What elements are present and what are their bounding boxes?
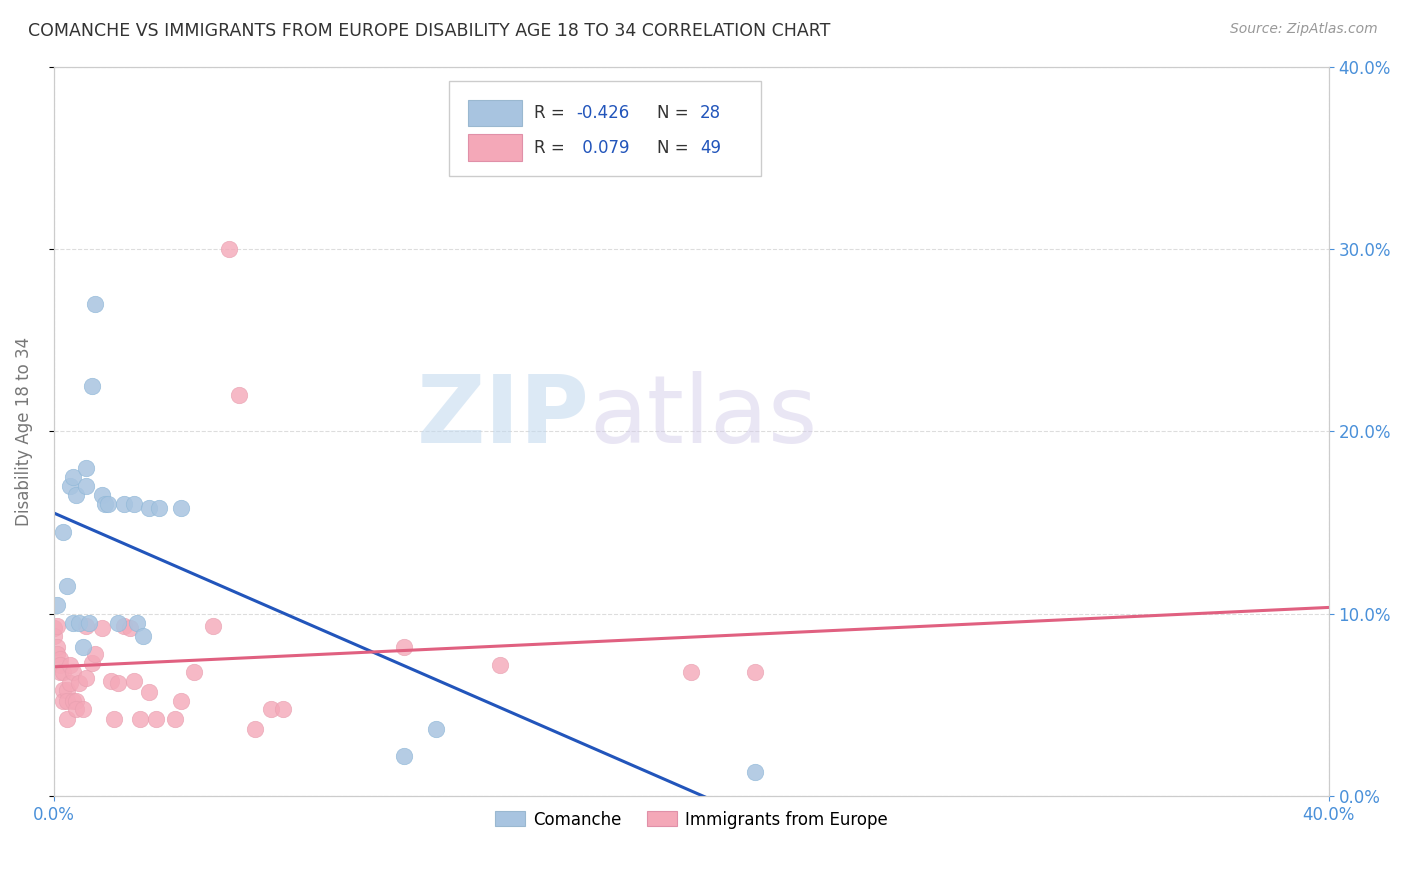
- Point: [112, 497, 135, 511]
- Text: COMANCHE VS IMMIGRANTS FROM EUROPE DISABILITY AGE 18 TO 34 CORRELATION CHART: COMANCHE VS IMMIGRANTS FROM EUROPE DISAB…: [28, 22, 831, 40]
- Point: [744, 765, 766, 780]
- Point: [49, 652, 72, 666]
- Point: [46, 598, 69, 612]
- Point: [132, 629, 155, 643]
- Point: [394, 640, 416, 654]
- Point: [59, 479, 82, 493]
- Point: [55, 579, 77, 593]
- Point: [138, 500, 160, 515]
- Point: [202, 619, 225, 633]
- Point: [62, 665, 84, 679]
- Point: [112, 619, 135, 633]
- Point: [84, 296, 107, 310]
- Point: [183, 665, 205, 679]
- Point: [125, 615, 148, 630]
- Point: [489, 657, 512, 672]
- Text: 28: 28: [700, 104, 721, 122]
- Point: [75, 619, 97, 633]
- Point: [55, 683, 77, 698]
- Text: R =: R =: [534, 138, 571, 157]
- Point: [80, 656, 103, 670]
- Point: [59, 657, 82, 672]
- Point: [49, 657, 72, 672]
- FancyBboxPatch shape: [449, 81, 762, 176]
- Point: [744, 665, 766, 679]
- Point: [100, 674, 122, 689]
- Legend: Comanche, Immigrants from Europe: Comanche, Immigrants from Europe: [488, 804, 894, 835]
- Text: -0.426: -0.426: [576, 104, 630, 122]
- Point: [62, 470, 84, 484]
- Point: [65, 488, 87, 502]
- Text: N =: N =: [657, 138, 693, 157]
- Point: [97, 497, 120, 511]
- Point: [52, 694, 75, 708]
- Point: [122, 497, 145, 511]
- Point: [273, 701, 295, 715]
- Point: [67, 615, 90, 630]
- Text: atlas: atlas: [589, 371, 817, 463]
- Point: [46, 619, 69, 633]
- Point: [52, 665, 75, 679]
- Point: [52, 683, 75, 698]
- Point: [77, 615, 100, 630]
- Point: [55, 694, 77, 708]
- Point: [59, 676, 82, 690]
- Point: [122, 674, 145, 689]
- Point: [42, 629, 65, 643]
- Point: [148, 500, 170, 515]
- Point: [120, 621, 142, 635]
- FancyBboxPatch shape: [468, 135, 522, 161]
- Point: [218, 242, 240, 256]
- Point: [72, 701, 94, 715]
- Text: 0.079: 0.079: [576, 138, 628, 157]
- Point: [55, 713, 77, 727]
- Text: N =: N =: [657, 104, 693, 122]
- Point: [90, 621, 112, 635]
- Point: [80, 378, 103, 392]
- Point: [170, 694, 193, 708]
- Point: [84, 647, 107, 661]
- Text: 49: 49: [700, 138, 721, 157]
- Point: [145, 713, 167, 727]
- Point: [46, 647, 69, 661]
- Point: [42, 621, 65, 635]
- Point: [138, 685, 160, 699]
- Point: [103, 713, 125, 727]
- Point: [72, 640, 94, 654]
- Point: [394, 748, 416, 763]
- Point: [62, 615, 84, 630]
- Point: [65, 701, 87, 715]
- Point: [52, 524, 75, 539]
- Point: [75, 479, 97, 493]
- Point: [75, 460, 97, 475]
- Point: [46, 640, 69, 654]
- Text: R =: R =: [534, 104, 571, 122]
- Point: [90, 488, 112, 502]
- Point: [228, 388, 250, 402]
- FancyBboxPatch shape: [468, 100, 522, 127]
- Point: [163, 713, 186, 727]
- Point: [128, 713, 150, 727]
- Point: [49, 665, 72, 679]
- Point: [259, 701, 281, 715]
- Point: [107, 676, 129, 690]
- Text: Source: ZipAtlas.com: Source: ZipAtlas.com: [1230, 22, 1378, 37]
- Text: ZIP: ZIP: [416, 371, 589, 463]
- Point: [75, 671, 97, 685]
- Point: [62, 694, 84, 708]
- Point: [65, 694, 87, 708]
- Point: [243, 722, 266, 736]
- Point: [425, 722, 447, 736]
- Point: [681, 665, 703, 679]
- Point: [67, 676, 90, 690]
- Point: [170, 500, 193, 515]
- Y-axis label: Disability Age 18 to 34: Disability Age 18 to 34: [15, 337, 32, 526]
- Point: [94, 497, 117, 511]
- Point: [107, 615, 129, 630]
